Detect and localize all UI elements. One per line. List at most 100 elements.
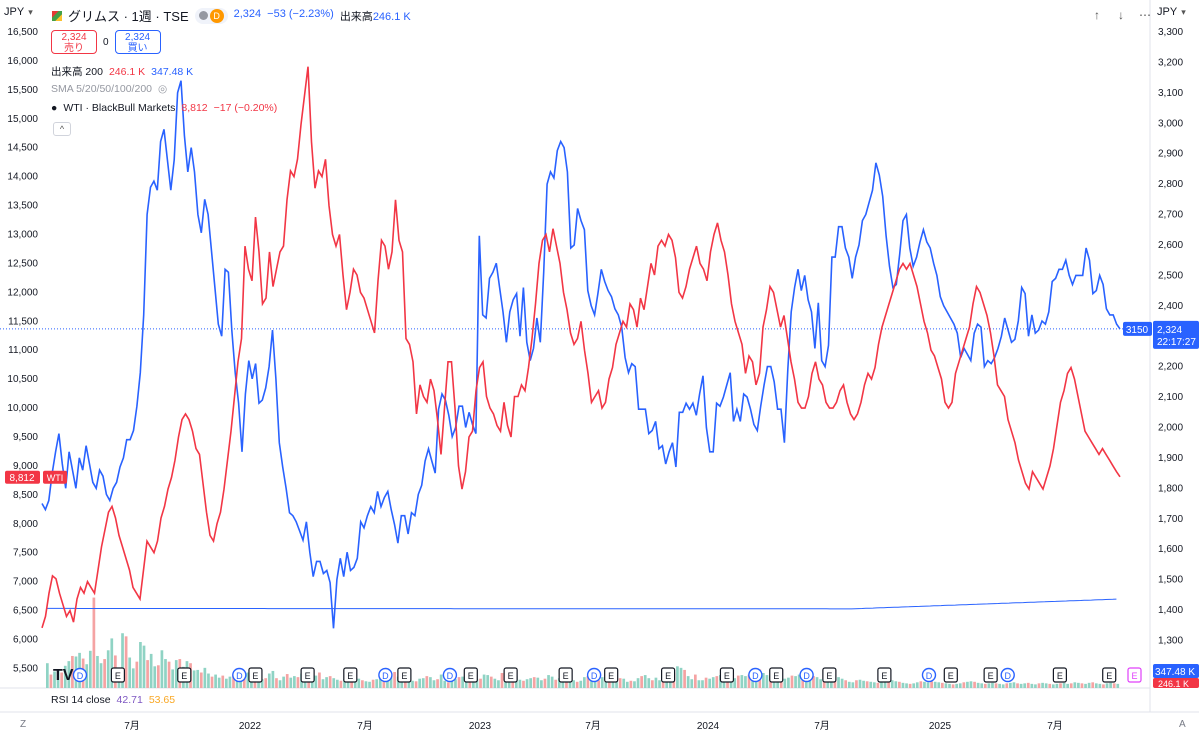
left-axis-tick-label: 13,000 (7, 230, 38, 241)
volume-bar (400, 679, 404, 688)
volume-bar (969, 681, 973, 688)
buy-button[interactable]: 2,324 買い (114, 30, 161, 54)
left-axis-tick-label: 16,000 (7, 56, 38, 67)
volume-bar (375, 679, 379, 688)
hidden-eye-icon[interactable]: ◎ (158, 83, 168, 95)
left-axis-tick-label: 9,500 (13, 432, 38, 443)
volume-bar (665, 678, 669, 688)
sell-price: 2,324 (61, 32, 87, 43)
volume-bar (883, 679, 887, 688)
volume-bar (310, 678, 314, 688)
left-axis-tick-label: 14,000 (7, 172, 38, 183)
volume-legend[interactable]: 出来高 200 246.1 K 347.48 K (51, 64, 193, 79)
volume-bar (414, 681, 418, 688)
volume-bar (661, 679, 665, 688)
volume-bar (307, 679, 311, 688)
volume-bar (486, 675, 490, 688)
left-axis-tick-label: 11,500 (8, 316, 38, 327)
volume-bar (948, 683, 951, 688)
buy-price: 2,324 (125, 32, 151, 43)
currency-selector-right[interactable]: JPY ▾ (1157, 6, 1186, 18)
volume-bar (923, 681, 926, 688)
volume-bar (1016, 683, 1019, 688)
earnings-marker-label: E (508, 671, 514, 681)
volume-bar (425, 676, 429, 688)
rsi-legend[interactable]: RSI 14 close 42.71 53.65 (51, 694, 175, 706)
volume-bar (847, 681, 851, 688)
volume-bar (1069, 683, 1073, 688)
chevron-down-icon: ▾ (1181, 6, 1186, 17)
volume-bar (987, 683, 991, 688)
volume-bar (389, 674, 393, 688)
volume-bar (901, 682, 905, 688)
arrow-up-icon[interactable]: ↑ (1094, 8, 1100, 22)
sma-legend[interactable]: SMA 5/20/50/100/200 ◎ (51, 83, 167, 95)
volume-bar (489, 676, 493, 688)
right-axis-tick-label: 2,700 (1158, 210, 1183, 221)
collapse-legend-button[interactable]: ^ (53, 122, 71, 136)
volume-bar (862, 680, 865, 688)
volume-bar (962, 682, 966, 688)
volume-bar (253, 677, 257, 688)
dividend-marker-label: D (752, 671, 759, 681)
buy-label: 買い (127, 43, 148, 54)
volume-bar (518, 679, 522, 688)
volume-bar (733, 678, 737, 688)
earnings-marker-icon (943, 667, 958, 683)
volume-bar (583, 677, 586, 688)
earnings-marker-label: E (181, 671, 187, 681)
volume-bar (905, 683, 908, 688)
sell-button[interactable]: 2,324 売り (51, 30, 97, 54)
volume-bar (919, 681, 923, 688)
wti-legend[interactable]: ● WTI · BlackBull Markets 8,812 −17 (−0.… (51, 102, 277, 114)
volume-bar (819, 679, 822, 688)
upcoming-earnings-icon (1127, 667, 1142, 683)
session-status-badge[interactable]: D (194, 7, 228, 24)
more-icon[interactable]: ⋯ (1139, 8, 1151, 22)
volume-bar (744, 676, 747, 688)
volume-bar (461, 676, 464, 688)
zoom-reset-button[interactable]: Z (20, 719, 27, 730)
volume-bar (1116, 683, 1120, 688)
volume-bar (396, 676, 400, 688)
volume-bar (851, 682, 855, 688)
volume-bar (429, 677, 432, 688)
volume-bar (586, 676, 590, 688)
volume-bar (153, 666, 157, 688)
volume-bar (332, 678, 336, 688)
volume-bar (1094, 683, 1098, 688)
volume-bar (532, 677, 536, 688)
wti-name-tag-label: WTI (47, 473, 64, 483)
wti-legend-label: WTI · BlackBull Markets (63, 102, 176, 114)
volume-bar (436, 679, 439, 688)
volume-bar (951, 684, 955, 688)
volume-bar (898, 681, 901, 688)
volume-bar (1073, 682, 1077, 688)
left-axis-tick-label: 10,000 (7, 403, 38, 414)
auto-scale-button[interactable]: A (1179, 719, 1186, 730)
volume-bar (590, 678, 593, 688)
volume-bar (536, 677, 540, 688)
volume-bar (1059, 683, 1062, 688)
symbol-title[interactable]: グリムス · 1週 · TSE (68, 9, 189, 24)
volume-bar (53, 671, 56, 688)
volume-bar (457, 677, 461, 688)
volume-bar (876, 682, 880, 688)
left-axis-tick-label: 12,000 (7, 287, 38, 298)
volume-bar (794, 676, 797, 688)
volume-bar (475, 679, 479, 688)
earnings-marker-icon (177, 667, 192, 683)
volume-bar (1087, 682, 1091, 688)
volume-bar (1026, 682, 1030, 688)
dividend-marker-label: D (77, 671, 84, 681)
quote-summary: 2,324 −53 (−2.23%) 出来高246.1 K (234, 8, 411, 24)
volume-bar (96, 655, 99, 688)
volume-bar (199, 672, 203, 688)
volume-bar (686, 676, 690, 688)
volume-bar (49, 674, 53, 688)
volume-bar (285, 674, 289, 688)
arrow-down-icon[interactable]: ↓ (1118, 8, 1124, 22)
volume-bar (1037, 683, 1041, 688)
currency-selector-left[interactable]: JPY ▾ (4, 6, 33, 18)
